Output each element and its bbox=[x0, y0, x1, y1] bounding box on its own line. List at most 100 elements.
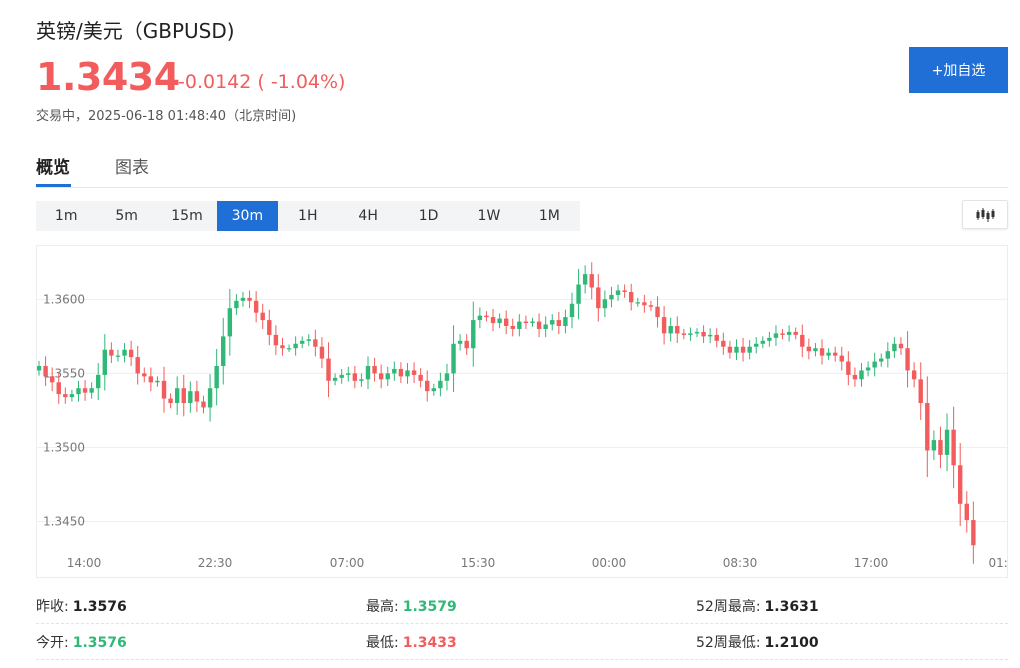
period-1w[interactable]: 1W bbox=[477, 208, 501, 224]
candle-body bbox=[819, 348, 825, 356]
candle-body bbox=[385, 373, 390, 380]
candle-body bbox=[306, 339, 311, 341]
candle-body bbox=[319, 346, 325, 359]
candle-body bbox=[161, 380, 167, 399]
period-1d[interactable]: 1D bbox=[418, 208, 439, 224]
candle-body bbox=[668, 326, 673, 334]
candle-body bbox=[839, 355, 844, 362]
candlestick-chart: 1.3600 1.3550 1.3500 1.3450 14:00 22:30 07:00 1… bbox=[37, 262, 1008, 570]
candle-body bbox=[648, 305, 654, 307]
candle-body bbox=[181, 388, 186, 404]
candle-body bbox=[767, 337, 772, 341]
candle-body bbox=[800, 334, 805, 347]
candle-body bbox=[43, 366, 48, 377]
candle-body bbox=[852, 374, 858, 380]
tab-overview[interactable]: 概览 bbox=[36, 158, 70, 178]
x-tick-label: 14:00 bbox=[67, 556, 102, 570]
candle-body bbox=[832, 352, 838, 356]
candle-body bbox=[661, 317, 667, 334]
stat-52w-high: 52周最高: 1.3631 bbox=[696, 599, 819, 615]
candle-body bbox=[543, 324, 548, 329]
candle-body bbox=[846, 361, 851, 375]
candle-body bbox=[477, 315, 483, 321]
candle-body bbox=[905, 348, 910, 371]
candle-body bbox=[971, 520, 976, 546]
candle-body bbox=[754, 343, 759, 347]
candle-body bbox=[457, 340, 463, 344]
candle-body bbox=[721, 340, 726, 347]
candle-body bbox=[536, 321, 542, 329]
candle-body bbox=[451, 343, 456, 374]
x-tick-label: 17:00 bbox=[854, 556, 889, 570]
x-tick-label: 22:30 bbox=[198, 556, 233, 570]
y-tick-label: 1.3550 bbox=[43, 366, 85, 380]
candle-body bbox=[365, 366, 371, 380]
candle-body bbox=[372, 366, 377, 374]
period-selector: 1m 5m 15m 30m 1H 4H 1D 1W 1M bbox=[36, 201, 580, 231]
add-to-watchlist-button[interactable]: +加自选 bbox=[909, 47, 1008, 93]
candle-body bbox=[247, 297, 252, 301]
stat-low: 最低: 1.3433 bbox=[366, 635, 457, 651]
candle-body bbox=[346, 373, 351, 375]
candle-body bbox=[688, 333, 693, 335]
candle-body bbox=[444, 373, 450, 381]
candle-body bbox=[142, 373, 147, 377]
stats-table: 昨收: 1.3576 最高: 1.3579 52周最高: 1.3631 今开: 1.35… bbox=[36, 588, 1008, 660]
tab-chart[interactable]: 图表 bbox=[115, 158, 149, 178]
candle-body bbox=[240, 297, 246, 301]
price-chart[interactable]: 1.3600 1.3550 1.3500 1.3450 14:00 22:30 07:00 1… bbox=[36, 245, 1008, 578]
candle-body bbox=[740, 346, 746, 353]
candle-body bbox=[925, 403, 930, 451]
period-15m[interactable]: 15m bbox=[171, 208, 203, 224]
candle-body bbox=[596, 287, 601, 309]
candle-body bbox=[378, 373, 384, 380]
period-4h[interactable]: 4H bbox=[358, 208, 378, 224]
x-tick-label: 15:30 bbox=[461, 556, 496, 570]
candle-body bbox=[313, 339, 318, 347]
candle-body bbox=[747, 346, 752, 353]
candle-body bbox=[582, 274, 588, 285]
candle-body bbox=[760, 340, 765, 344]
period-1m[interactable]: 1m bbox=[54, 208, 78, 224]
candle-body bbox=[530, 321, 535, 324]
candle-body bbox=[76, 388, 81, 395]
candle-body bbox=[892, 343, 897, 352]
candle-body bbox=[214, 366, 219, 389]
candle-body bbox=[359, 379, 364, 381]
stat-prev-close: 昨收: 1.3576 bbox=[36, 599, 127, 615]
x-tick-label: 01:3 bbox=[989, 556, 1008, 570]
candle-body bbox=[168, 398, 173, 404]
candle-body bbox=[911, 370, 917, 380]
candle-body bbox=[260, 312, 265, 321]
x-tick-label: 00:00 bbox=[592, 556, 627, 570]
candle-body bbox=[37, 366, 42, 371]
candle-body bbox=[602, 299, 608, 309]
candle-body bbox=[609, 294, 614, 300]
period-30m[interactable]: 30m bbox=[217, 201, 278, 231]
candle-body bbox=[194, 391, 200, 402]
candle-body bbox=[629, 291, 634, 303]
candle-body bbox=[503, 318, 509, 326]
active-tab-indicator bbox=[36, 184, 71, 187]
current-price: 1.3434 bbox=[36, 55, 180, 99]
candle-body bbox=[714, 334, 719, 341]
candle-body bbox=[96, 374, 101, 389]
chart-type-button[interactable] bbox=[962, 200, 1008, 229]
candle-body bbox=[326, 358, 331, 381]
candle-body bbox=[398, 368, 404, 377]
period-1mo[interactable]: 1M bbox=[538, 208, 560, 224]
candlestick-icon bbox=[976, 207, 995, 222]
stats-row: 今开: 1.3576 最低: 1.3433 52周最低: 1.2100 bbox=[36, 624, 1008, 660]
stat-high: 最高: 1.3579 bbox=[366, 599, 457, 615]
period-5m[interactable]: 5m bbox=[115, 208, 138, 224]
candle-body bbox=[655, 306, 660, 318]
candle-body bbox=[510, 326, 515, 329]
candle-body bbox=[155, 380, 160, 383]
period-1h[interactable]: 1H bbox=[298, 208, 318, 224]
x-tick-label: 08:30 bbox=[723, 556, 758, 570]
candle-body bbox=[576, 284, 581, 304]
candle-body bbox=[332, 377, 338, 381]
candle-body bbox=[253, 300, 259, 313]
candle-body bbox=[201, 401, 206, 408]
candle-body bbox=[273, 334, 279, 346]
